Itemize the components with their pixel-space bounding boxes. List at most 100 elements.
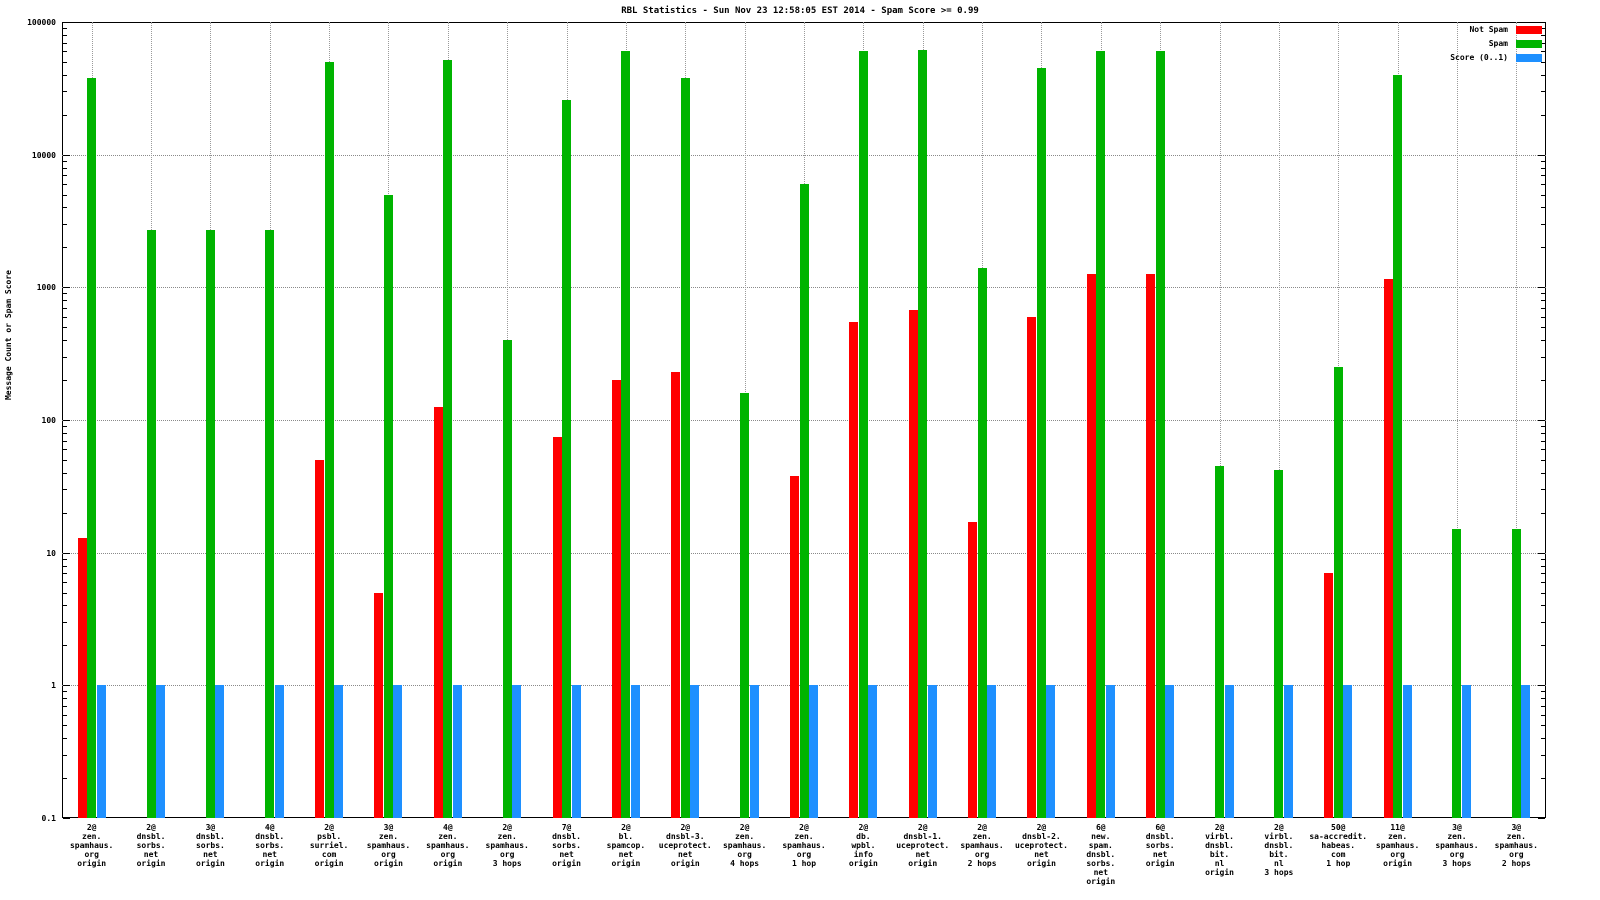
bar-score <box>987 685 997 818</box>
grid-line-vertical <box>1516 22 1518 818</box>
y-tick-minor <box>63 573 67 575</box>
bar-not-spam <box>374 592 384 818</box>
x-axis-label-line: 2@ <box>739 823 750 832</box>
bar-not-spam <box>849 321 859 818</box>
bar-score <box>630 685 640 818</box>
x-axis-label-line: zen. <box>1387 832 1408 841</box>
x-axis-label-line: new. <box>1091 832 1111 841</box>
bar-score <box>1046 685 1056 818</box>
y-tick-minor <box>1541 175 1545 177</box>
bar-score <box>334 685 344 818</box>
x-axis-label-line: net <box>559 850 574 859</box>
x-axis-label-line: net <box>203 850 218 859</box>
y-tick-minor <box>63 754 67 756</box>
bar-spam <box>562 99 572 818</box>
x-axis-label-line: 2 hops <box>1501 859 1531 868</box>
x-axis-category-label: 2@ zen. spamhaus. org 3 hops <box>477 823 537 868</box>
bar-score <box>571 685 581 818</box>
x-axis-label-line: org <box>1449 850 1465 859</box>
bar-score <box>1461 685 1471 818</box>
x-axis-label-line: sorbs. <box>1086 859 1116 868</box>
y-tick-major <box>1538 818 1545 819</box>
x-axis-label-line: 2@ <box>502 823 512 832</box>
x-axis-label-line: 2@ <box>1036 823 1047 832</box>
y-tick-major <box>1538 420 1545 421</box>
x-axis-label-line: virbl. <box>1205 832 1234 841</box>
x-axis-label-line: 4@ <box>443 823 453 832</box>
bar-spam <box>680 77 690 818</box>
x-axis-label-line: org <box>381 850 396 859</box>
x-axis-category-label: 3@ zen. spamhaus. org 3 hops <box>1427 823 1487 868</box>
y-tick-minor <box>63 705 67 707</box>
x-axis-label-line: origin <box>552 859 581 868</box>
x-axis-category-label: 2@ dnsbl-3. uceprotect. net origin <box>655 823 715 868</box>
bar-spam <box>443 59 453 818</box>
x-axis-category-label: 4@ dnsbl. sorbs. net origin <box>240 823 300 868</box>
bar-spam <box>1274 469 1284 818</box>
y-tick-minor <box>63 167 67 169</box>
x-axis-label-line: 2@ <box>1274 823 1284 832</box>
x-axis-label-line: psbl. <box>317 832 342 841</box>
x-axis-label-line: nl <box>1274 859 1284 868</box>
y-tick-minor <box>1541 28 1545 30</box>
bar-spam <box>265 230 275 818</box>
legend-entry-score: Score (0..1) <box>1450 53 1542 62</box>
bar-spam <box>740 392 750 818</box>
x-axis-label-line: org <box>737 850 752 859</box>
bar-not-spam <box>433 407 443 818</box>
x-axis-label-line: org <box>1390 850 1405 859</box>
y-tick-minor <box>1541 61 1545 63</box>
x-axis-label-line: org <box>499 850 515 859</box>
x-axis-label-line: dnsbl-3. <box>666 832 705 841</box>
y-tick-minor <box>1541 558 1545 560</box>
y-tick-minor <box>63 459 67 461</box>
x-axis-label-line: net <box>1034 850 1049 859</box>
legend-label-not-spam: Not Spam <box>1469 25 1508 34</box>
y-tick-label: 100 <box>41 416 56 425</box>
x-axis-category-label: 2@ zen. spamhaus. org 2 hops <box>952 823 1012 868</box>
x-axis-category-label: 2@ zen. spamhaus. org 4 hops <box>715 823 775 868</box>
x-axis-label-line: net <box>1152 850 1168 859</box>
legend-entry-not-spam: Not Spam <box>1469 25 1542 34</box>
x-axis-label-line: org <box>974 850 990 859</box>
y-tick-label: 1000 <box>36 283 56 293</box>
x-axis-label-line: spamhaus. <box>485 841 529 850</box>
x-axis-label-line: 2@ <box>621 823 631 832</box>
y-tick-minor <box>1541 247 1545 249</box>
x-axis-label-line: spamhaus. <box>782 841 826 850</box>
legend-label-score: Score (0..1) <box>1450 53 1508 62</box>
y-tick-minor <box>63 207 67 209</box>
x-axis-label-line: 6@ <box>1095 823 1106 832</box>
x-axis-label-line: spamhaus. <box>366 841 411 850</box>
bar-not-spam <box>1146 274 1156 818</box>
x-axis-label-line: origin <box>255 859 285 868</box>
y-tick-minor <box>1541 194 1545 196</box>
y-tick-minor <box>63 449 67 451</box>
x-axis-label-line: dnsbl. <box>552 832 581 841</box>
bar-score <box>452 685 462 818</box>
x-axis-label-line: bl. <box>618 832 634 841</box>
y-tick-minor <box>1541 440 1545 442</box>
x-axis-label-line: sorbs. <box>1145 841 1175 850</box>
y-tick-minor <box>1541 622 1545 624</box>
x-axis-label-line: uceprotect. <box>658 841 712 850</box>
bar-score <box>690 685 700 818</box>
x-axis-label-line: sorbs. <box>552 841 581 850</box>
x-axis-label-line: net <box>1093 868 1109 877</box>
x-axis-label-line: origin <box>374 859 403 868</box>
y-tick-minor <box>63 691 67 693</box>
x-axis-label-line: wpbl. <box>851 841 876 850</box>
x-axis-label-line: 2@ <box>799 823 809 832</box>
x-axis-label-line: info <box>853 850 873 859</box>
x-axis-label-line: org <box>84 850 99 859</box>
bar-spam <box>1155 51 1165 818</box>
x-axis-label-line: origin <box>1205 868 1234 877</box>
bar-spam <box>146 230 156 818</box>
x-axis-category-label: 3@ zen. spamhaus. org origin <box>358 823 418 868</box>
y-tick-minor <box>1541 74 1545 76</box>
x-axis-label-line: 2@ <box>680 823 691 832</box>
x-axis-label-line: surriel. <box>309 841 349 850</box>
x-axis-label-line: db. <box>856 832 871 841</box>
y-tick-minor <box>63 356 67 358</box>
y-tick-minor <box>63 340 67 342</box>
